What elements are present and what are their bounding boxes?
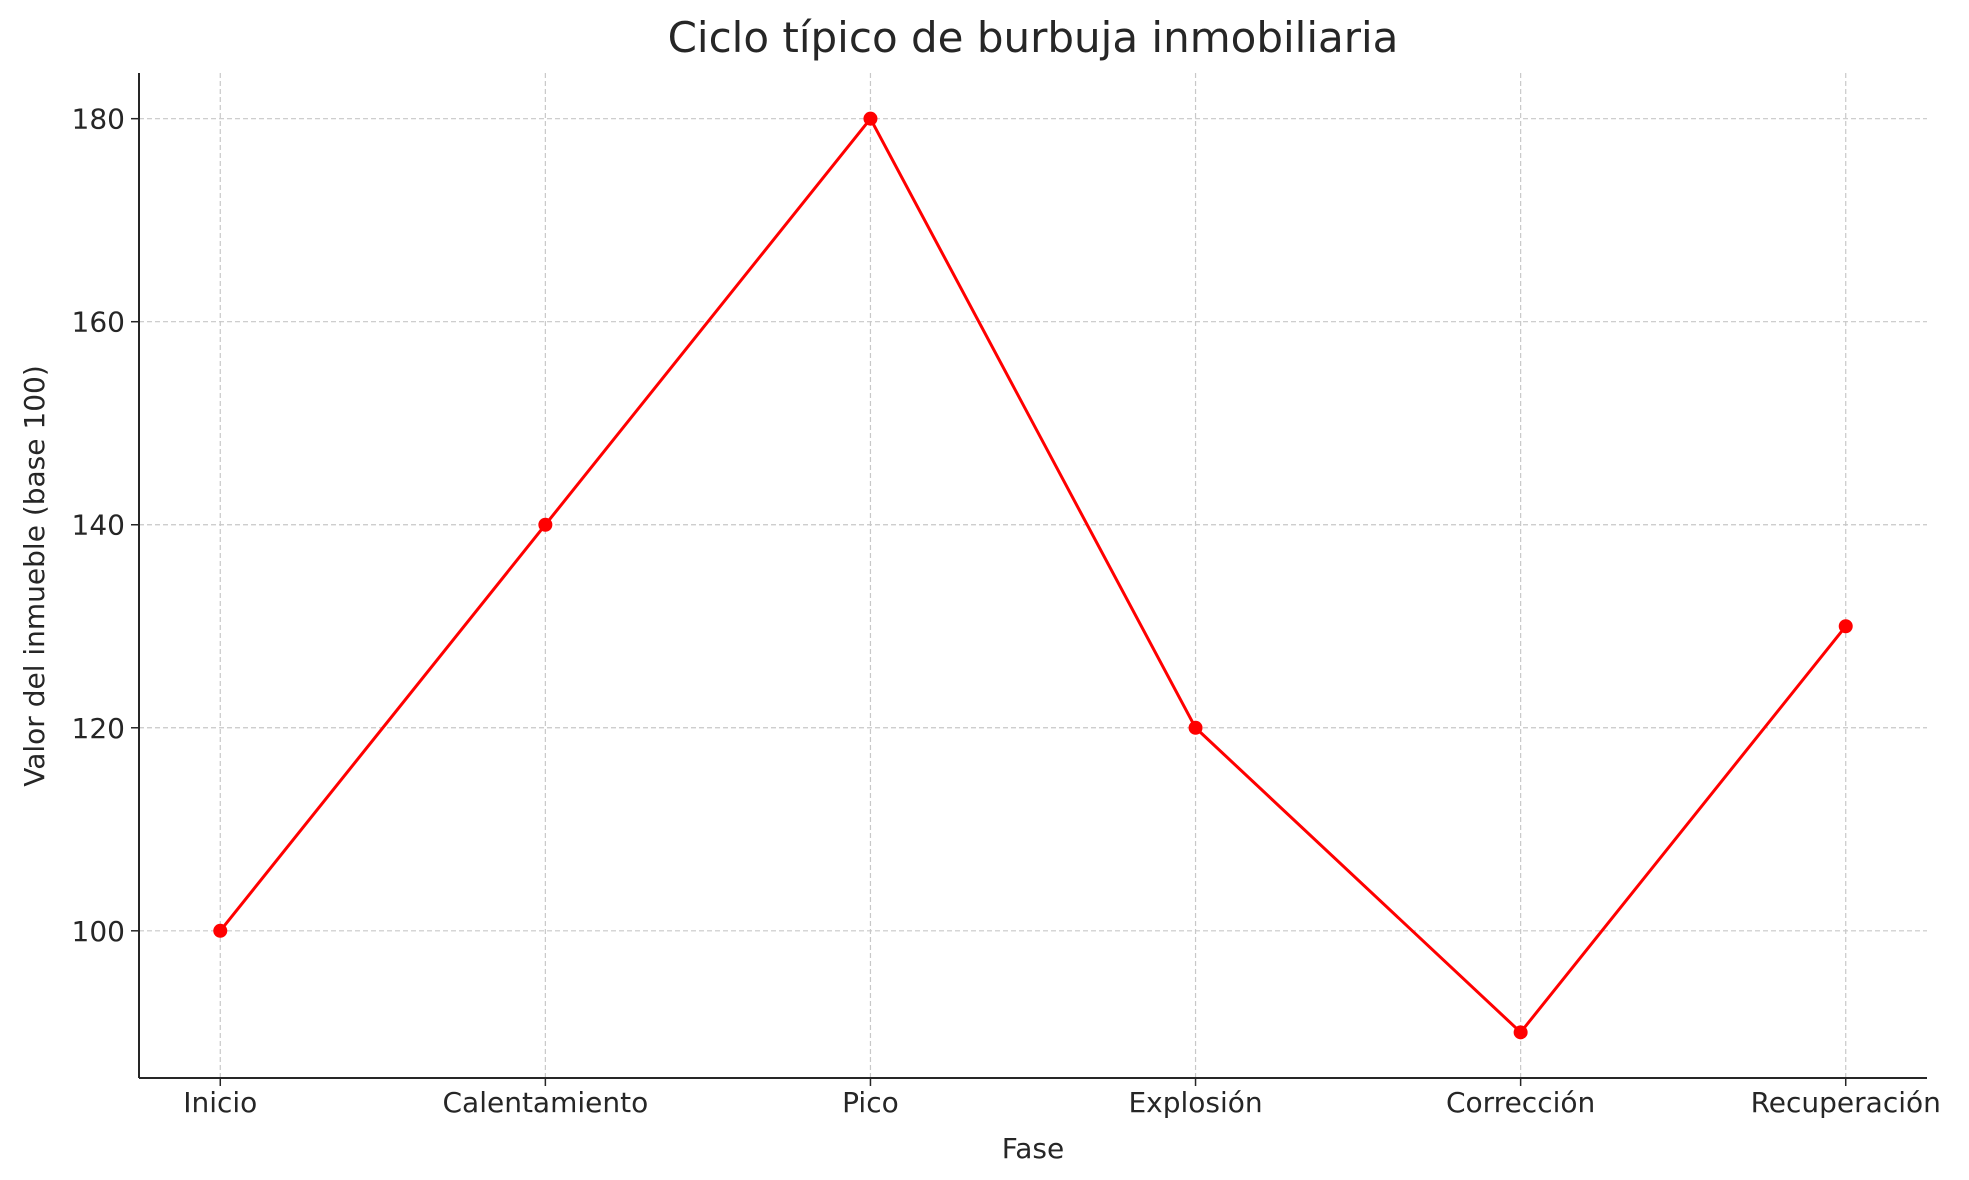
y-tick-label: 160 [72, 306, 125, 339]
chart-title: Ciclo típico de burbuja inmobiliaria [668, 13, 1399, 62]
marker [538, 517, 553, 532]
x-tick-label: Explosión [1128, 1086, 1262, 1119]
x-tick-label: Calentamiento [442, 1086, 648, 1119]
marker [1513, 1025, 1528, 1040]
marker [863, 111, 878, 126]
marker [213, 923, 228, 938]
y-tick-label: 120 [72, 712, 125, 745]
y-axis-label: Valor del inmueble (base 100) [18, 365, 51, 787]
x-tick-label: Corrección [1446, 1086, 1595, 1119]
marker [1838, 619, 1853, 634]
x-tick-label: Inicio [183, 1086, 257, 1119]
x-tick-label: Recuperación [1751, 1086, 1941, 1119]
x-axis-label: Fase [1002, 1132, 1065, 1165]
y-tick-label: 100 [72, 915, 125, 948]
y-tick-label: 180 [72, 103, 125, 136]
y-tick-label: 140 [72, 509, 125, 542]
x-tick-label: Pico [842, 1086, 899, 1119]
marker [1188, 720, 1203, 735]
line [219, 115, 1847, 1035]
